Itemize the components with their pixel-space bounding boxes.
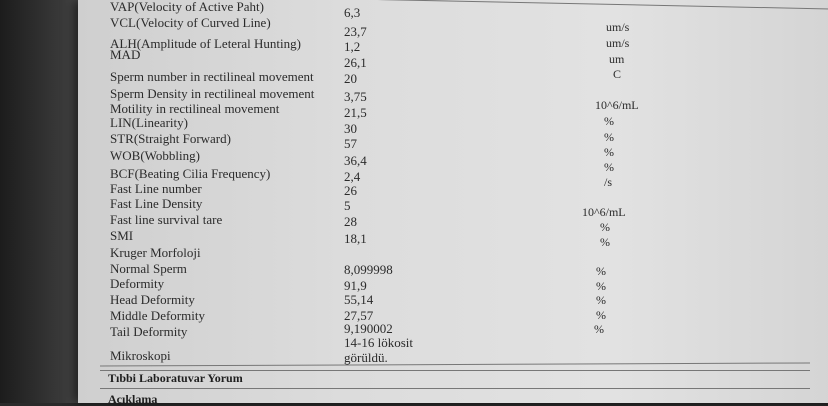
row-unit: /s [604, 175, 613, 189]
row-value: 36,4 [344, 153, 367, 168]
row-value: 91,9 [344, 278, 367, 293]
row-value: 26 [344, 183, 357, 198]
row-value: 1,2 [344, 39, 361, 54]
row-value: 20 [344, 71, 357, 86]
row-label: SMI [110, 228, 134, 243]
row-label: Sperm number in rectilineal movement [110, 69, 314, 84]
row-unit: % [604, 130, 614, 144]
row-unit: % [596, 308, 606, 322]
row-value: 8,099998 [344, 262, 393, 277]
row-label: Kruger Morfoloji [110, 245, 201, 260]
divider [100, 370, 810, 371]
explanation-heading: Açıklama [108, 392, 158, 406]
row-label: Head Deformity [110, 292, 195, 307]
row-value: 14-16 lökosit [344, 335, 413, 350]
row-unit: % [604, 160, 614, 174]
row-value: 57 [344, 136, 357, 151]
row-unit: 10^6/mL [595, 98, 639, 112]
row-label: BCF(Beating Cilia Frequency) [110, 166, 271, 181]
row-unit: um [609, 52, 625, 66]
row-value: 30 [344, 121, 357, 136]
row-label: Normal Sperm [110, 261, 187, 276]
medical-lab-comment-heading: Tıbbi Laboratuvar Yorum [108, 371, 243, 385]
row-label: Motility in rectilineal movement [110, 101, 280, 116]
row-unit: % [604, 114, 614, 128]
row-value: 55,14 [344, 292, 374, 307]
row-label: STR(Straight Forward) [110, 131, 231, 146]
row-label: Fast line survival tare [110, 212, 223, 227]
row-unit: 10^6/mL [582, 205, 626, 219]
row-unit: % [596, 279, 606, 293]
row-label: MAD [110, 47, 141, 62]
row-label: Tail Deformity [110, 324, 188, 339]
row-label: VCL(Velocity of Curved Line) [110, 15, 271, 30]
row-value: 26,1 [344, 55, 367, 70]
row-unit: C [613, 67, 622, 81]
row-value: 3,75 [344, 89, 367, 104]
row-label: LIN(Linearity) [110, 115, 188, 130]
row-unit: % [600, 235, 610, 249]
row-value: 5 [344, 198, 351, 213]
row-label: Fast Line number [110, 181, 202, 196]
row-value: 6,3 [344, 5, 361, 20]
row-label: WOB(Wobbling) [110, 148, 200, 163]
row-value: 23,7 [344, 24, 367, 39]
row-value-continued: görüldü. [344, 350, 388, 365]
divider [100, 388, 810, 389]
background-shadow [0, 0, 90, 403]
lab-report-page [78, 0, 828, 403]
row-value: 18,1 [344, 231, 367, 246]
row-value: 27,57 [344, 308, 374, 323]
row-value: 21,5 [344, 105, 367, 120]
row-unit: % [600, 220, 610, 234]
row-label: Deformity [110, 276, 165, 291]
row-label: Middle Deformity [110, 308, 205, 323]
row-unit: % [594, 322, 604, 336]
row-value: 28 [344, 214, 357, 229]
row-unit: % [596, 293, 606, 307]
row-label: ALH(Amplitude of Leteral Hunting) [110, 36, 301, 51]
row-unit: % [596, 264, 606, 278]
row-label: Mikroskopi [110, 348, 171, 363]
row-label: Fast Line Density [110, 196, 203, 211]
row-unit: um/s [606, 36, 630, 50]
row-value: 2,4 [344, 169, 361, 184]
row-unit: % [604, 145, 614, 159]
row-unit: um/s [606, 20, 630, 34]
row-value: 9,190002 [344, 321, 393, 336]
row-label: Sperm Density in rectilineal movement [110, 86, 315, 101]
row-label: VAP(Velocity of Active Paht) [110, 0, 264, 14]
